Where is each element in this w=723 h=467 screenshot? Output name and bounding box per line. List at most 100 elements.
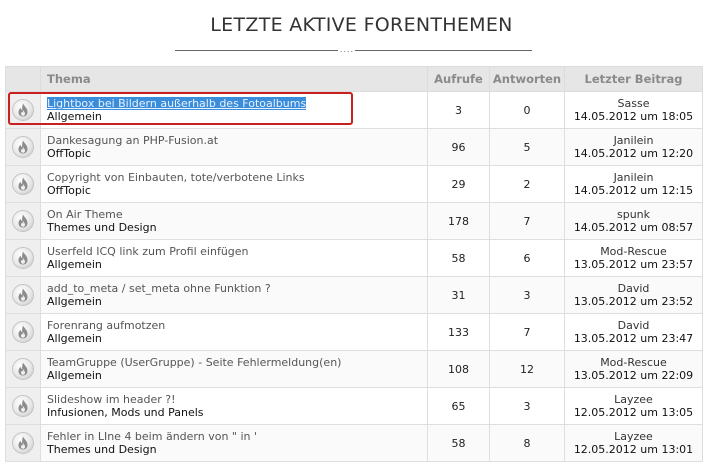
forum-link[interactable]: Allgemein xyxy=(47,258,102,271)
replies-cell: 6 xyxy=(489,239,565,277)
views-cell: 3 xyxy=(427,91,490,129)
forum-link[interactable]: Themes und Design xyxy=(47,221,157,234)
last-post-date: 12.05.2012 um 13:01 xyxy=(573,443,694,456)
topic-link[interactable]: Dankesagung an PHP-Fusion.at xyxy=(47,134,219,147)
topic-status-cell xyxy=(5,350,41,388)
last-post-cell: Layzee 12.05.2012 um 13:05 xyxy=(564,387,703,425)
last-post-date: 14.05.2012 um 12:15 xyxy=(573,184,694,197)
topic-link[interactable]: Fehler in LIne 4 beim ändern von " in ' xyxy=(47,430,258,443)
replies-cell: 7 xyxy=(489,313,565,351)
topic-cell: Fehler in LIne 4 beim ändern von " in ' T… xyxy=(40,424,428,462)
replies-cell: 3 xyxy=(489,276,565,314)
forum-link[interactable]: Allgemein xyxy=(47,295,102,308)
section-title: LETZTE AKTIVE FORENTHEMEN xyxy=(210,14,513,36)
topic-cell: Lightbox bei Bildern außerhalb des Fotoa… xyxy=(40,91,428,129)
views-cell: 96 xyxy=(427,128,490,166)
views-cell: 178 xyxy=(427,202,490,240)
topic-status-cell xyxy=(5,91,41,129)
flame-icon xyxy=(12,99,34,121)
header-aufrufe: Aufrufe xyxy=(427,66,490,92)
table-row: Dankesagung an PHP-Fusion.at OffTopic 96 5 J… xyxy=(5,128,703,166)
table-row: On Air Theme Themes und Design 178 7 spunk 14… xyxy=(5,202,703,240)
topic-link[interactable]: Lightbox bei Bildern außerhalb des Fotoa… xyxy=(47,97,307,110)
topic-link[interactable]: On Air Theme xyxy=(47,208,123,221)
last-post-date: 13.05.2012 um 22:09 xyxy=(573,369,694,382)
views-cell: 108 xyxy=(427,350,490,388)
topic-link[interactable]: TeamGruppe (UserGruppe) - Seite Fehlerme… xyxy=(47,356,342,369)
last-post-date: 13.05.2012 um 23:47 xyxy=(573,332,694,345)
last-post-cell: Janilein 14.05.2012 um 12:20 xyxy=(564,128,703,166)
last-post-cell: Mod-Rescue 13.05.2012 um 23:57 xyxy=(564,239,703,277)
views-cell: 65 xyxy=(427,387,490,425)
flame-icon xyxy=(12,358,34,380)
flame-icon xyxy=(12,432,34,454)
last-post-date: 14.05.2012 um 18:05 xyxy=(573,110,694,123)
topic-status-cell xyxy=(5,202,41,240)
last-post-cell: Sasse 14.05.2012 um 18:05 xyxy=(564,91,703,129)
forum-link[interactable]: Allgemein xyxy=(47,332,102,345)
last-post-cell: Layzee 12.05.2012 um 13:01 xyxy=(564,424,703,462)
topic-status-cell xyxy=(5,239,41,277)
flame-icon xyxy=(12,136,34,158)
header-antworten: Antworten xyxy=(489,66,565,92)
topic-status-cell xyxy=(5,165,41,203)
header-letzter-beitrag: Letzter Beitrag xyxy=(564,66,703,92)
topic-status-cell xyxy=(5,387,41,425)
header-icon-column xyxy=(5,66,41,92)
last-post-date: 14.05.2012 um 08:57 xyxy=(573,221,694,234)
replies-cell: 5 xyxy=(489,128,565,166)
forum-link[interactable]: Themes und Design xyxy=(47,443,157,456)
title-ornament: .... xyxy=(339,45,355,54)
forum-link[interactable]: OffTopic xyxy=(47,184,91,197)
forum-link[interactable]: Allgemein xyxy=(47,110,102,123)
forum-topics-table: Thema Aufrufe Antworten Letzter Beitrag … xyxy=(5,66,703,462)
last-post-cell: David 13.05.2012 um 23:47 xyxy=(564,313,703,351)
flame-icon xyxy=(12,321,34,343)
table-row: Forenrang aufmotzen Allgemein 133 7 David 13.… xyxy=(5,313,703,351)
topic-status-cell xyxy=(5,128,41,166)
forum-link[interactable]: Allgemein xyxy=(47,369,102,382)
last-poster-link[interactable]: Layzee xyxy=(614,430,653,443)
topic-status-cell xyxy=(5,424,41,462)
topic-cell: On Air Theme Themes und Design xyxy=(40,202,428,240)
flame-icon xyxy=(12,284,34,306)
topic-link[interactable]: Forenrang aufmotzen xyxy=(47,319,166,332)
last-post-cell: Mod-Rescue 13.05.2012 um 22:09 xyxy=(564,350,703,388)
topic-cell: Copyright von Einbauten, tote/verbotene … xyxy=(40,165,428,203)
forum-link[interactable]: OffTopic xyxy=(47,147,91,160)
last-poster-link[interactable]: Sasse xyxy=(617,97,650,110)
table-header-row: Thema Aufrufe Antworten Letzter Beitrag xyxy=(5,66,703,92)
header-thema: Thema xyxy=(40,66,428,92)
last-post-cell: Janilein 14.05.2012 um 12:15 xyxy=(564,165,703,203)
last-poster-link[interactable]: David xyxy=(617,319,650,332)
views-cell: 133 xyxy=(427,313,490,351)
forum-link[interactable]: Infusionen, Mods und Panels xyxy=(47,406,204,419)
table-row: Copyright von Einbauten, tote/verbotene … xyxy=(5,165,703,203)
replies-cell: 12 xyxy=(489,350,565,388)
title-divider-right xyxy=(355,50,532,51)
last-poster-link[interactable]: David xyxy=(617,282,650,295)
views-cell: 58 xyxy=(427,239,490,277)
flame-icon xyxy=(12,395,34,417)
replies-cell: 3 xyxy=(489,387,565,425)
table-row: Lightbox bei Bildern außerhalb des Fotoa… xyxy=(5,91,703,129)
topic-link[interactable]: Slideshow im header ?! xyxy=(47,393,176,406)
flame-icon xyxy=(12,210,34,232)
last-poster-link[interactable]: Mod-Rescue xyxy=(600,245,667,258)
topic-link[interactable]: Userfeld ICQ link zum Profil einfügen xyxy=(47,245,249,258)
last-poster-link[interactable]: Janilein xyxy=(613,171,654,184)
topic-link[interactable]: Copyright von Einbauten, tote/verbotene … xyxy=(47,171,305,184)
table-row: Userfeld ICQ link zum Profil einfügen All… xyxy=(5,239,703,277)
topic-status-cell xyxy=(5,313,41,351)
last-post-date: 12.05.2012 um 13:05 xyxy=(573,406,694,419)
last-poster-link[interactable]: Layzee xyxy=(614,393,653,406)
topic-cell: Slideshow im header ?! Infusionen, Mods u… xyxy=(40,387,428,425)
last-poster-link[interactable]: Janilein xyxy=(613,134,654,147)
flame-icon xyxy=(12,173,34,195)
flame-icon xyxy=(12,247,34,269)
replies-cell: 0 xyxy=(489,91,565,129)
last-poster-link[interactable]: spunk xyxy=(616,208,651,221)
last-poster-link[interactable]: Mod-Rescue xyxy=(600,356,667,369)
topic-link[interactable]: add_to_meta / set_meta ohne Funktion ? xyxy=(47,282,271,295)
table-row: Slideshow im header ?! Infusionen, Mods u… xyxy=(5,387,703,425)
